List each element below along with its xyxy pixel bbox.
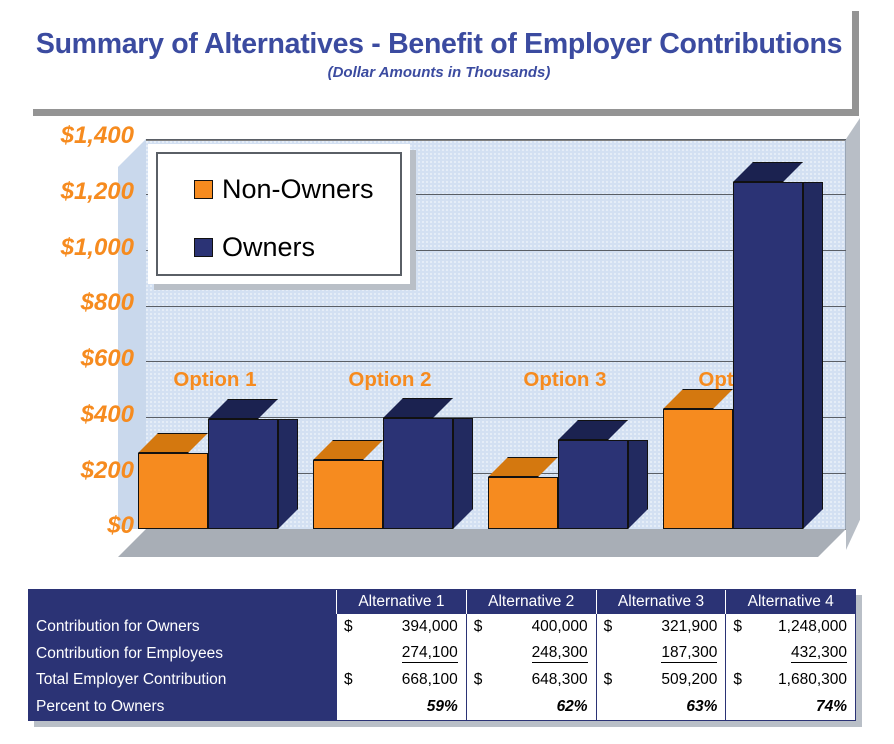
- bar-option-4-owners: [733, 118, 803, 529]
- legend-item-owners: Owners: [194, 234, 315, 261]
- table-header-alternative-3: Alternative 3: [595, 590, 726, 614]
- bar-front: [558, 440, 628, 529]
- chart-right-depth: [846, 118, 860, 550]
- row-label-contribution-employees: Contribution for Employees: [29, 640, 337, 667]
- category-label-option-2: Option 2: [348, 368, 432, 391]
- cell-contribution-employees-alt2: 248,300: [465, 640, 597, 667]
- bar-top: [383, 398, 453, 418]
- table-row: Contribution for Employees 274,100 248,3…: [29, 640, 855, 667]
- y-tick-200: $200: [80, 457, 134, 484]
- page-title: Summary of Alternatives - Benefit of Emp…: [35, 28, 843, 60]
- row-label-percent-to-owners: Percent to Owners: [29, 693, 337, 720]
- y-tick-0: $0: [107, 512, 134, 539]
- bar-front: [663, 409, 733, 529]
- title-box: Summary of Alternatives - Benefit of Emp…: [26, 4, 852, 109]
- bar-front: [733, 182, 803, 529]
- cell-contribution-employees-alt3: 187,300: [595, 640, 726, 667]
- bar-front: [313, 460, 383, 529]
- cell-total-alt4: $1,680,300: [725, 667, 855, 694]
- bar-top: [313, 440, 383, 460]
- table-header-row: Alternative 1 Alternative 2 Alternative …: [29, 590, 855, 614]
- legend-label-non-owners: Non-Owners: [222, 174, 374, 204]
- cell-total-alt1: $668,100: [336, 667, 467, 694]
- bar-chart: $1,400 $1,200 $1,000 $800 $600 $400 $200…: [0, 118, 894, 578]
- table-header-alternative-1: Alternative 1: [336, 590, 467, 614]
- gridline-1000: [146, 250, 846, 251]
- page-subtitle: (Dollar Amounts in Thousands): [327, 64, 551, 81]
- y-tick-600: $600: [80, 345, 134, 372]
- chart-floor: [118, 529, 846, 557]
- y-axis: $1,400 $1,200 $1,000 $800 $600 $400 $200…: [0, 118, 134, 539]
- y-tick-400: $400: [80, 401, 134, 428]
- cell-total-alt3: $509,200: [595, 667, 726, 694]
- y-tick-1000: $1,000: [60, 234, 134, 261]
- bar-top: [663, 389, 733, 409]
- legend-swatch-icon-non-owners: [194, 180, 213, 199]
- table-row: Percent to Owners 59% 62% 63% 74%: [29, 693, 855, 720]
- cell-percent-alt2: 62%: [465, 693, 597, 720]
- row-label-contribution-owners: Contribution for Owners: [29, 614, 337, 641]
- gridline-1200: [146, 194, 846, 195]
- legend-border: Non-Owners Owners: [156, 152, 402, 276]
- row-label-total-employer-contribution: Total Employer Contribution: [29, 667, 337, 694]
- bar-side: [803, 182, 823, 529]
- gridline-1400: [146, 139, 846, 140]
- cell-contribution-owners-alt2: $400,000: [465, 614, 597, 641]
- summary-table: Alternative 1 Alternative 2 Alternative …: [28, 589, 856, 721]
- cell-contribution-owners-alt3: $321,900: [595, 614, 726, 641]
- y-tick-1200: $1,200: [60, 178, 134, 205]
- y-tick-800: $800: [80, 289, 134, 316]
- cell-contribution-employees-alt1: 274,100: [336, 640, 467, 667]
- bar-top: [558, 420, 628, 440]
- bar-option-3-non-owners: [488, 118, 558, 529]
- category-label-option-1: Option 1: [173, 368, 257, 391]
- bar-front: [383, 418, 453, 529]
- category-label-option-3: Option 3: [523, 368, 607, 391]
- gridline-400: [146, 417, 846, 418]
- bar-front: [208, 419, 278, 529]
- table-corner-cell: [29, 590, 337, 614]
- cell-total-alt2: $648,300: [465, 667, 597, 694]
- bar-front: [138, 453, 208, 529]
- bar-front: [488, 477, 558, 529]
- gridline-800: [146, 306, 846, 307]
- cell-contribution-employees-alt4: 432,300: [725, 640, 855, 667]
- bar-option-3-owners: [558, 118, 628, 529]
- chart-legend: Non-Owners Owners: [148, 144, 410, 284]
- table-header-alternative-4: Alternative 4: [725, 590, 855, 614]
- table-header-alternative-2: Alternative 2: [465, 590, 597, 614]
- bar-top: [208, 399, 278, 419]
- bar-option-4-non-owners: [663, 118, 733, 529]
- bar-option-1-owners: [208, 118, 278, 529]
- bar-option-2-owners: [383, 118, 453, 529]
- table: Alternative 1 Alternative 2 Alternative …: [29, 590, 855, 720]
- legend-item-non-owners: Non-Owners: [194, 176, 374, 203]
- cell-contribution-owners-alt4: $1,248,000: [725, 614, 855, 641]
- gridline-600: [146, 361, 846, 362]
- legend-label-owners: Owners: [222, 232, 316, 262]
- bar-top: [733, 162, 803, 182]
- y-tick-1400: $1,400: [60, 122, 134, 149]
- cell-percent-alt3: 63%: [595, 693, 726, 720]
- legend-swatch-icon-owners: [194, 238, 213, 257]
- cell-percent-alt1: 59%: [336, 693, 467, 720]
- table-row: Contribution for Owners $394,000 $400,00…: [29, 614, 855, 641]
- bar-top: [488, 457, 558, 477]
- cell-contribution-owners-alt1: $394,000: [336, 614, 467, 641]
- table-row: Total Employer Contribution $668,100 $64…: [29, 667, 855, 694]
- cell-percent-alt4: 74%: [725, 693, 855, 720]
- bar-top: [138, 433, 208, 453]
